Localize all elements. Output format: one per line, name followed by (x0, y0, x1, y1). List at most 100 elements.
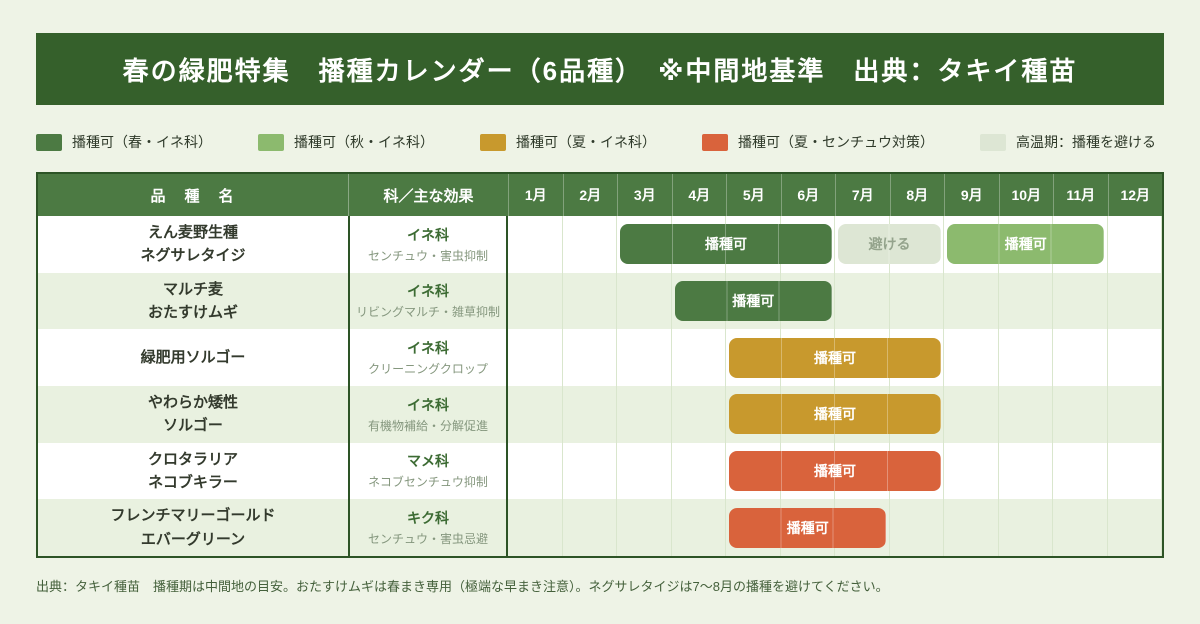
legend-item-1: 播種可（春・イネ科） (36, 132, 212, 152)
month-cell-3 (617, 329, 672, 387)
variety-name-line: やわらか矮性 (147, 394, 238, 412)
sowing-calendar-table: 品 種 名 科／主な効果 1月 2月 3月 4月 5月 6月 7月 8月 9月 10月 11月 12月… (36, 172, 1164, 558)
table-row-4: やわらか矮性 ソルゴー イネ科 有機物補給・分解促進 播種可 (38, 386, 1162, 443)
month-cell-4 (672, 386, 726, 443)
legend-swatch-icon (480, 133, 506, 151)
month-cell-12 (1108, 442, 1162, 500)
month-cell-11 (1053, 442, 1108, 500)
avoid-bar: 避ける (838, 224, 941, 265)
header-month-6: 6月 (780, 174, 836, 216)
family-effect-cell: イネ科クリーニングクロップ (348, 329, 508, 387)
effect-label: リビングマルチ・雑草抑制 (355, 305, 500, 320)
month-cell-1 (508, 216, 563, 273)
variety-name-cell: クロタラリア ネコブキラー (38, 443, 348, 500)
family-label: イネ科 (407, 339, 449, 356)
sowing-bar: 播種可 (728, 394, 941, 435)
month-cell-2 (563, 272, 617, 330)
month-cell-12 (1108, 216, 1162, 273)
sowing-bar: 播種可 (674, 281, 832, 321)
effect-label: センチュウ・害虫抑制 (367, 248, 488, 263)
month-cell-3 (617, 442, 672, 500)
variety-name-cell: えん麦野生種 ネグサレタイジ (38, 216, 348, 273)
legend-swatch-icon (36, 133, 62, 151)
sowing-bar: 播種可 (946, 224, 1105, 265)
month-cell-11 (1053, 272, 1108, 330)
variety-name-line: フレンチマリーゴールド (110, 507, 276, 525)
effect-label: ネコブセンチュウ抑制 (368, 475, 488, 490)
month-cell-1 (508, 442, 563, 500)
family-effect-cell: キク科 センチュウ・害虫忌避 (348, 499, 508, 557)
variety-name-cell: マルチ麦おたすけムギ (38, 273, 348, 330)
variety-name-line: エバーグリーン (140, 530, 246, 548)
table-row-3: 緑肥用ソルゴー イネ科クリーニングクロップ 播種可 (38, 329, 1162, 387)
legend-item-label: 播種可（秋・イネ科） (294, 134, 434, 150)
header-month-1: 1月 (508, 174, 563, 216)
family-effect-cell: マメ科ネコブセンチュウ抑制 (348, 442, 508, 500)
month-cell-8 (890, 329, 944, 387)
legend-swatch-icon (980, 133, 1006, 151)
month-cell-1 (508, 272, 563, 330)
variety-name-cell: 緑肥用ソルゴー (38, 329, 348, 386)
table-header-row: 品 種 名 科／主な効果 1月 2月 3月 4月 5月 6月 7月 8月 9月 10月 11月 12月 (38, 174, 1162, 216)
month-cell-1 (508, 386, 563, 443)
variety-name-cell: やわらか矮性 ソルゴー (38, 386, 348, 443)
bar-label: 播種可 (813, 349, 856, 366)
table-row-2: マルチ麦おたすけムギ イネ科リビングマルチ・雑草抑制 播種可 (38, 272, 1162, 330)
variety-name-line: ネコブキラー (148, 474, 238, 492)
legend-item-label: 高温期：播種を避ける (1016, 134, 1156, 150)
header-month-2: 2月 (562, 174, 618, 216)
timeline-cell: 播種可 避ける 播種可 (508, 216, 1162, 273)
legend-item-label: 播種可（夏・イネ科） (516, 134, 656, 150)
variety-name-line: おたすけムギ (147, 304, 238, 321)
header-month-7: 7月 (835, 174, 890, 216)
month-cell-11 (1053, 329, 1108, 387)
variety-name-line: マルチ麦 (162, 280, 223, 298)
title-banner: 春の緑肥特集 播種カレンダー（6品種） ※中間地基準 出典：タキイ種苗 (36, 33, 1164, 105)
timeline-cell: 播種可 (508, 272, 1162, 330)
table-row-5: クロタラリア ネコブキラー マメ科 ネコブセンチュウ抑制 播種可 (38, 442, 1162, 500)
month-cell-3 (617, 386, 672, 443)
family-label: マメ科 (407, 453, 449, 470)
month-cell-10 (999, 442, 1053, 500)
variety-name-line: 緑肥用ソルゴー (140, 349, 246, 367)
table-row-6: フレンチマリーゴールド エバーグリーン キク科 センチュウ・害虫忌避 播種可 (38, 499, 1162, 557)
sowing-bar: 播種可 (619, 224, 832, 265)
header-month-12: 12月 (1107, 174, 1163, 216)
legend-item-label: 播種可（春・イネ科） (72, 134, 212, 150)
month-cell-9 (944, 272, 999, 330)
month-cell-11 (1053, 386, 1108, 443)
bar-label: 播種可 (732, 293, 775, 309)
variety-name-cell: フレンチマリーゴールド エバーグリーン (38, 499, 348, 556)
family-effect-cell: イネ科 有機物補給・分解促進 (348, 386, 508, 443)
variety-name-line: クロタラリア (147, 450, 238, 468)
page-title: 春の緑肥特集 播種カレンダー（6品種） ※中間地基準 出典：タキイ種苗 (122, 55, 1078, 86)
month-cell-12 (1108, 329, 1162, 387)
month-cell-7 (835, 499, 890, 557)
header-family-effect: 科／主な効果 (348, 174, 508, 216)
family-label: イネ科 (407, 283, 449, 300)
month-cell-4 (672, 329, 726, 387)
month-cell-3 (617, 499, 672, 557)
month-cell-2 (563, 499, 617, 557)
month-cell-1 (508, 499, 563, 557)
effect-label: クリーニングクロップ (368, 361, 488, 376)
month-cell-9 (944, 499, 999, 557)
header-months: 1月 2月 3月 4月 5月 6月 7月 8月 9月 10月 11月 12月 (508, 174, 1162, 216)
month-cell-8 (890, 386, 944, 443)
family-label: キク科 (407, 509, 449, 526)
header-month-9: 9月 (944, 174, 999, 216)
timeline-cell: 播種可 (508, 386, 1162, 443)
month-cell-9 (944, 386, 999, 443)
month-cell-10 (999, 386, 1053, 443)
month-cell-4 (672, 442, 726, 500)
month-cell-8 (890, 499, 944, 557)
family-label: イネ科 (407, 226, 449, 243)
legend-item-2: 播種可（秋・イネ科） (258, 132, 434, 152)
bar-label: 播種可 (1004, 236, 1047, 253)
month-cell-2 (563, 442, 617, 500)
table-body: えん麦野生種 ネグサレタイジ イネ科 センチュウ・害虫抑制 播種可 避ける 播種可 マルチ麦お… (38, 216, 1162, 557)
effect-label: 有機物補給・分解促進 (367, 418, 488, 433)
month-cell-12 (1108, 499, 1162, 557)
header-month-10: 10月 (998, 174, 1054, 216)
month-cell-3 (617, 272, 672, 330)
